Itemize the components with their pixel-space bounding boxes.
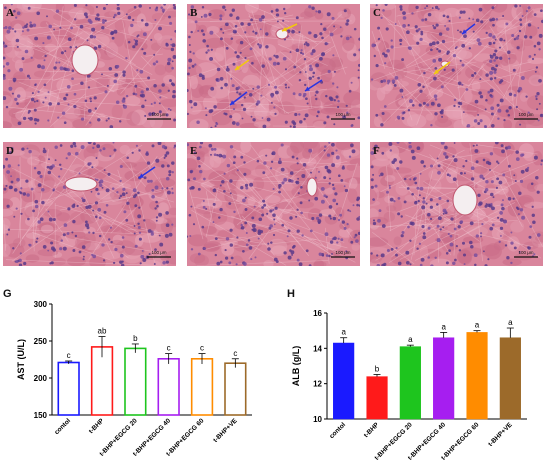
tissue-texture: [370, 4, 543, 128]
significance-label: a: [508, 318, 513, 327]
scale-bar-label: 100 μm: [151, 112, 166, 117]
micrograph-a: A 100 μm: [3, 4, 176, 128]
bar: [124, 347, 147, 416]
vessel-lumen: [440, 60, 450, 68]
y-axis-label: AST (U/L): [16, 339, 26, 380]
significance-label: c: [67, 351, 71, 360]
bar: [157, 358, 180, 416]
y-tick-label: 16: [313, 309, 322, 318]
panel-letter: D: [6, 145, 14, 157]
yellow-arrow-icon: [281, 23, 298, 32]
error-bar: [406, 344, 414, 347]
micrograph-b: B 100 μm: [187, 4, 360, 128]
y-axis-label: ALB (g/L): [291, 346, 301, 387]
error-bar: [98, 336, 106, 358]
significance-label: c: [233, 349, 237, 358]
scale-bar-label: 100 μm: [335, 112, 350, 117]
vessel-lumen: [452, 184, 478, 216]
error-bar: [65, 360, 73, 364]
vessel-lumen: [275, 28, 289, 40]
significance-label: b: [133, 334, 138, 343]
y-tick-label: 12: [313, 380, 322, 389]
significance-label: c: [167, 344, 171, 353]
micrograph-e: E 100 μm: [187, 142, 360, 266]
bar: [190, 358, 214, 416]
x-tick-label: t-BHP: [88, 417, 106, 435]
bar: [333, 342, 355, 420]
error-bar: [231, 358, 239, 368]
significance-label: a: [441, 322, 446, 331]
vessel-lumen: [71, 44, 99, 76]
bar: [499, 337, 521, 420]
y-tick-label: 300: [34, 300, 48, 309]
bar: [433, 337, 455, 420]
bar: [399, 346, 421, 420]
cell-nuclei: [370, 4, 543, 128]
cell-nuclei: [3, 4, 176, 128]
error-bar: [165, 353, 173, 364]
y-tick-label: 14: [313, 344, 322, 353]
y-tick-label: 200: [34, 374, 48, 383]
error-bar: [373, 374, 381, 377]
blue-arrow-icon: [138, 166, 156, 179]
x-tick-label: contol: [53, 417, 72, 436]
panel-letter: E: [190, 145, 197, 157]
chart-g-ast: 150 200 250 300 AST (U/L) c contol ab t-BHP b t-BH…: [16, 300, 252, 458]
yellow-arrow-icon: [234, 59, 250, 71]
error-bar: [198, 353, 206, 364]
y-tick-label: 250: [34, 337, 48, 346]
significance-label: ab: [98, 327, 107, 336]
chart-h-panel-letter: H: [287, 288, 295, 300]
scale-bar-label: 100 μm: [518, 112, 533, 117]
micrograph-f: F 100 μm: [370, 142, 543, 266]
scale-bar-label: 100 μm: [518, 250, 533, 255]
panel-letter: A: [6, 7, 14, 19]
error-bar: [131, 343, 139, 353]
y-tick-label: 150: [34, 411, 48, 420]
micrograph-c: C 100 μm: [370, 4, 543, 128]
y-tick-label: 10: [313, 415, 322, 424]
blue-arrow-icon: [304, 79, 323, 92]
error-bar: [440, 332, 448, 338]
vessel-lumen: [64, 176, 98, 192]
micrograph-d: D 100 μm: [3, 142, 176, 266]
cell-nuclei: [3, 142, 176, 266]
x-tick-label: t-BHP+VE: [212, 417, 239, 444]
cell-nuclei: [370, 142, 543, 266]
blue-arrow-icon: [229, 91, 248, 106]
chart-g-panel-letter: G: [3, 288, 12, 300]
vessel-lumen: [306, 177, 318, 197]
panel-letter: F: [373, 145, 380, 157]
x-tick-label: contol: [328, 421, 347, 440]
blue-arrow-icon: [461, 23, 476, 35]
bar: [366, 376, 388, 420]
scale-bar-label: 100 μm: [335, 250, 350, 255]
x-tick-label: t-BHP+VE: [487, 421, 514, 448]
x-tick-label: t-BHP: [363, 421, 381, 439]
significance-label: c: [200, 344, 204, 353]
bar: [224, 362, 247, 416]
error-bar: [506, 327, 514, 338]
bar: [466, 332, 488, 420]
yellow-arrow-icon: [433, 61, 451, 75]
significance-label: b: [375, 364, 380, 373]
bar: [57, 361, 80, 416]
significance-label: a: [341, 328, 346, 337]
panel-letter: C: [373, 7, 381, 19]
significance-label: a: [408, 335, 413, 344]
error-bar: [340, 337, 348, 344]
scale-bar-label: 100 μm: [151, 250, 166, 255]
cell-nuclei: [187, 5, 360, 128]
panel-letter: B: [190, 7, 198, 19]
error-bar: [473, 330, 481, 333]
significance-label: a: [475, 321, 480, 330]
